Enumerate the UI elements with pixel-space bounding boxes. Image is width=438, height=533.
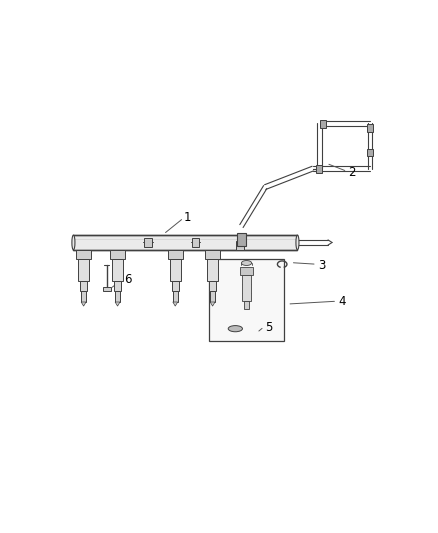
Bar <box>173 290 178 302</box>
Bar <box>110 250 125 259</box>
Bar <box>209 281 216 290</box>
Bar <box>244 301 249 309</box>
Bar <box>81 290 86 302</box>
Bar <box>74 235 297 250</box>
Bar <box>168 250 183 259</box>
Ellipse shape <box>296 235 299 250</box>
Bar <box>170 259 181 281</box>
Bar <box>320 120 325 127</box>
Bar <box>209 259 284 341</box>
Bar <box>112 259 123 281</box>
Bar <box>145 238 152 247</box>
Bar <box>210 290 215 302</box>
Text: 2: 2 <box>348 166 356 179</box>
Bar <box>242 274 251 301</box>
Bar <box>237 232 246 246</box>
Text: 5: 5 <box>265 321 272 334</box>
Bar <box>115 290 120 302</box>
Ellipse shape <box>241 261 251 265</box>
Polygon shape <box>173 302 178 306</box>
Text: 6: 6 <box>124 273 132 286</box>
Bar <box>240 267 253 274</box>
Bar <box>114 281 121 290</box>
Polygon shape <box>210 302 215 306</box>
Text: 3: 3 <box>318 259 325 271</box>
Bar <box>102 287 111 291</box>
Ellipse shape <box>72 235 75 250</box>
Bar <box>192 238 199 247</box>
Text: 1: 1 <box>184 212 191 224</box>
Bar <box>237 241 244 250</box>
Bar <box>80 281 87 290</box>
Bar <box>316 165 322 173</box>
Bar <box>78 259 89 281</box>
Bar <box>207 259 218 281</box>
Bar <box>367 149 373 156</box>
Bar <box>76 250 91 259</box>
Polygon shape <box>115 302 120 306</box>
Ellipse shape <box>228 326 243 332</box>
Bar <box>367 124 373 132</box>
Bar <box>205 250 220 259</box>
Bar <box>172 281 179 290</box>
Text: 4: 4 <box>338 295 346 309</box>
Polygon shape <box>81 302 86 306</box>
